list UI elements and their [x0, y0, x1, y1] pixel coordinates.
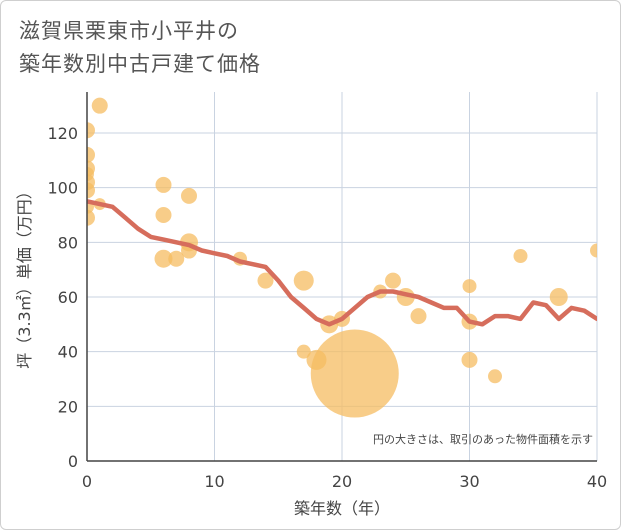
scatter-point [296, 344, 311, 359]
x-tick-label: 40 [587, 472, 607, 491]
x-tick-label: 10 [204, 472, 224, 491]
y-tick-label: 60 [58, 288, 78, 307]
y-tick-label: 100 [47, 179, 78, 198]
scatter-point [462, 279, 477, 294]
scatter-point [461, 351, 478, 368]
scatter-point [87, 209, 95, 226]
x-tick-label: 0 [82, 472, 92, 491]
scatter-point [155, 207, 172, 223]
y-tick-label: 80 [58, 233, 78, 252]
scatter-point [549, 288, 568, 306]
scatter-point [590, 243, 597, 258]
x-axis-title: 築年数（年） [294, 499, 390, 518]
x-tick-label: 30 [459, 472, 479, 491]
scatter-point [257, 272, 274, 289]
trend-line [87, 199, 597, 327]
y-tick-label: 20 [58, 397, 78, 416]
scatter-point [310, 329, 399, 418]
y-tick-label: 0 [68, 452, 78, 471]
y-tick-label: 40 [58, 343, 78, 362]
scatter-point [181, 187, 197, 204]
scatter-point [87, 122, 95, 139]
axes: 0 10 20 30 40 0 20 40 60 80 100 120 [47, 92, 607, 491]
trend-line-group [87, 199, 597, 327]
title-line-2: 築年数別中古戸建て価格 [19, 52, 261, 76]
scatter-point [87, 146, 95, 163]
x-tick-label: 20 [332, 472, 352, 491]
scatter-point [293, 270, 314, 291]
scatter-point [385, 272, 401, 289]
chart-title: 滋賀県栗東市小平井の 築年数別中古戸建て価格 [19, 15, 261, 81]
scatter-point [91, 97, 108, 114]
scatter-point [87, 182, 95, 199]
title-line-1: 滋賀県栗東市小平井の [19, 19, 239, 43]
size-note: 円の大きさは、取引のあった物件面積を示す [373, 432, 593, 446]
scatter-point [154, 249, 173, 268]
scatter-point [168, 250, 185, 267]
scatter-point [155, 176, 172, 193]
scatter-point [410, 308, 427, 325]
scatter-point [513, 249, 528, 263]
scatter-point [488, 369, 502, 384]
y-tick-label: 120 [47, 124, 78, 143]
y-axis-title: 坪（3.3㎡）単価（万円） [15, 183, 34, 368]
